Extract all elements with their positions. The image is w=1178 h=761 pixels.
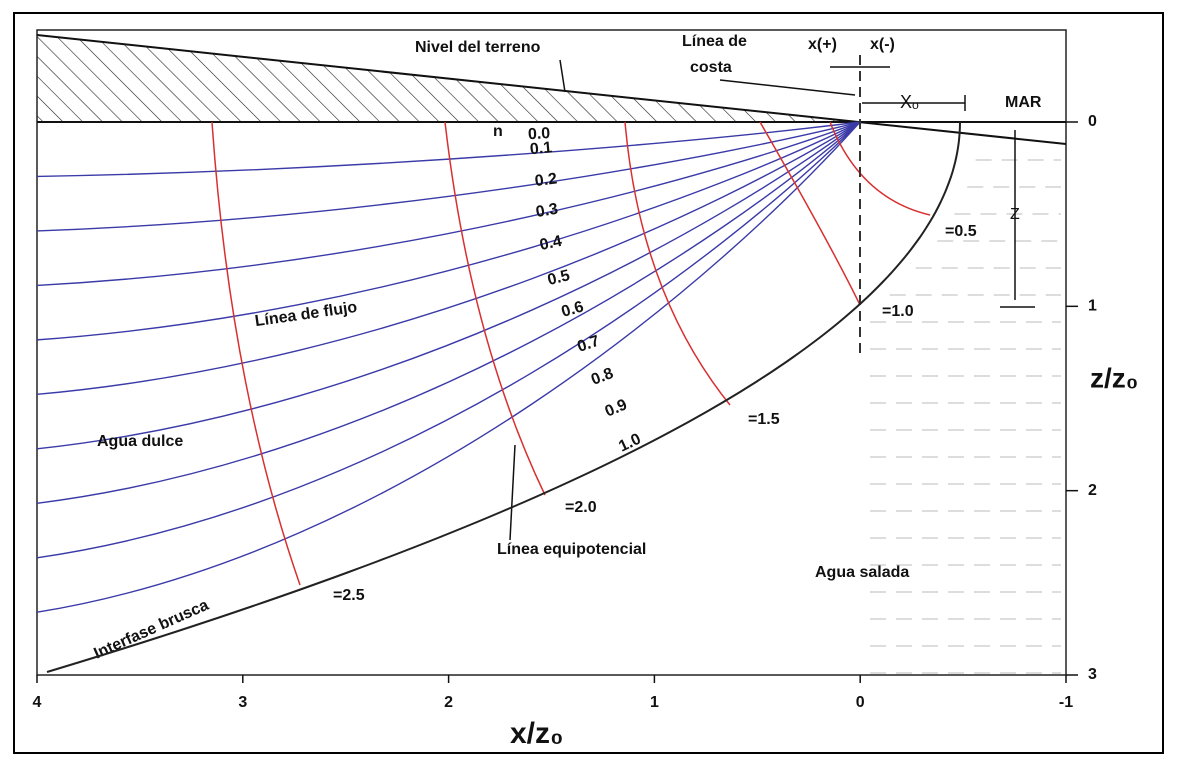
frame: [13, 12, 1164, 754]
plot-frame: [36, 29, 1067, 676]
x-tick-label: 4: [33, 694, 42, 711]
equipotential-value: =1.0: [882, 303, 914, 320]
ground-line: [36, 34, 1067, 145]
equipotential-value: =2.0: [565, 499, 597, 516]
fresh-water: Agua dulce: [97, 433, 183, 450]
coast-pointer: [719, 79, 856, 96]
equipotential-line: [624, 121, 731, 406]
salt-water-lines: [870, 159, 1061, 674]
flow-value: 1.0: [616, 431, 643, 456]
x-tick-label: 2: [444, 694, 453, 711]
z-tick-label: 3: [1088, 666, 1097, 683]
flow-line: [36, 121, 861, 559]
x-tick-label: 3: [238, 694, 247, 711]
flow-lines: [36, 121, 861, 613]
flow-value: 0.4: [538, 233, 563, 254]
equipotential-line: [759, 121, 861, 306]
flow-value: 0.7: [575, 333, 602, 356]
z-tick-label: 2: [1088, 482, 1097, 499]
x-tick-label: 1: [650, 694, 659, 711]
equipotential-line: [829, 121, 931, 216]
flow-line: [36, 121, 861, 450]
ground-label: Nivel del terreno: [415, 39, 541, 56]
x-axis-label: x/z₀: [510, 717, 564, 750]
flow-value: 0.2: [534, 170, 558, 190]
equipotential-line-label: Línea equipotencial: [497, 541, 646, 558]
x0-label: Xₒ: [900, 92, 919, 112]
flow-value: 0.8: [589, 365, 616, 389]
z-tick-label: 1: [1088, 298, 1097, 315]
flow-value: 0.5: [546, 267, 572, 289]
coast-label: costa: [690, 59, 732, 76]
flow-value: 0.3: [535, 201, 560, 222]
flow-line: [36, 121, 861, 504]
equipotentials: [211, 121, 931, 586]
flow-line: [36, 121, 861, 341]
z-tick-label: 0: [1088, 113, 1097, 130]
flow-value: 0.1: [529, 139, 553, 158]
x-plus: x(+): [808, 36, 837, 53]
z-label: Z: [1010, 206, 1020, 223]
equipotential-line: [211, 121, 301, 586]
flow-line: [36, 121, 861, 178]
flow-value: 0.9: [603, 396, 630, 420]
sea-label: MAR: [1005, 94, 1042, 111]
equipotential-value: =1.5: [748, 411, 780, 428]
n-label: n: [493, 123, 503, 140]
flow-value: 0.0: [528, 125, 551, 143]
flow-value: 0.6: [560, 298, 586, 321]
flow-line: [36, 121, 861, 396]
equipotential-pointer: [509, 444, 516, 541]
ground-pointer: [559, 59, 566, 93]
x-tick-label: -1: [1059, 694, 1073, 711]
equipotential-value: =2.5: [333, 587, 365, 604]
flow-line: [36, 121, 861, 287]
coast-label: Línea de: [682, 33, 747, 50]
flow-line: [36, 121, 861, 232]
x-tick-label: 0: [856, 694, 865, 711]
salt-water: Agua salada: [815, 564, 909, 581]
x-minus: x(-): [870, 36, 895, 53]
equipotential-line: [444, 121, 546, 496]
z-axis-label: z/z₀: [1090, 362, 1138, 393]
equipotential-value: =0.5: [945, 223, 977, 240]
interface: [46, 121, 961, 673]
flow-line: [36, 121, 861, 613]
